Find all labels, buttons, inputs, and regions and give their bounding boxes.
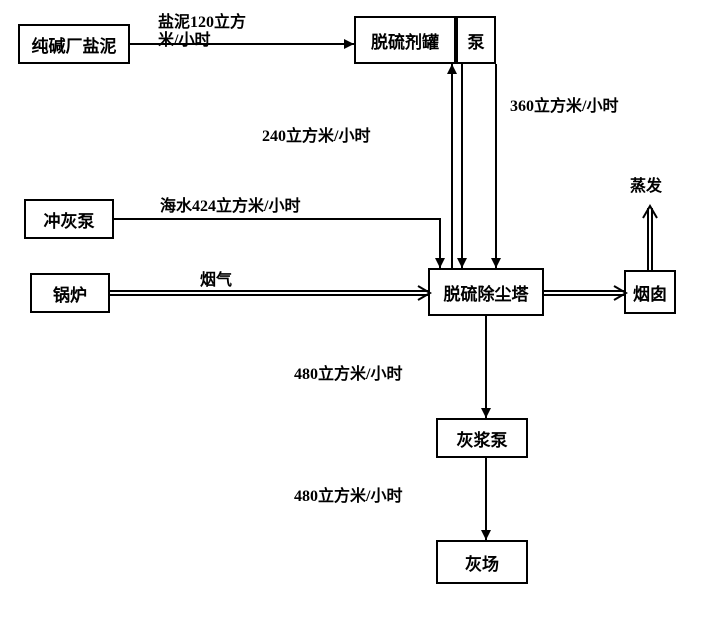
label-text: 360立方米/小时 <box>510 98 618 115</box>
label-text: 蒸发 <box>630 178 662 195</box>
node-pump: 泵 <box>456 16 496 64</box>
node-ash-yard: 灰场 <box>436 540 528 584</box>
label-text: 盐泥120立方 <box>158 14 246 31</box>
label-evap: 蒸发 <box>630 172 662 196</box>
node-desulf-tank: 脱硫剂罐 <box>354 16 456 64</box>
node-label: 脱硫除尘塔 <box>444 280 529 305</box>
node-boiler: 锅炉 <box>30 273 110 313</box>
node-label: 烟囱 <box>633 280 667 305</box>
node-label: 泵 <box>468 28 485 53</box>
node-label: 纯碱厂盐泥 <box>32 32 117 57</box>
node-ash-pump: 冲灰泵 <box>24 199 114 239</box>
label-flue-gas: 烟气 <box>200 266 232 290</box>
node-label: 灰场 <box>465 550 499 575</box>
label-flow-360: 360立方米/小时 <box>510 92 618 116</box>
label-flow-480b: 480立方米/小时 <box>294 482 402 506</box>
label-flow-480a: 480立方米/小时 <box>294 360 402 384</box>
label-seawater: 海水424立方米/小时 <box>160 192 300 216</box>
label-text: 米/小时 <box>158 32 210 49</box>
label-text: 烟气 <box>200 272 232 289</box>
node-label: 脱硫剂罐 <box>371 28 439 53</box>
diagram-stage: 纯碱厂盐泥 脱硫剂罐 泵 冲灰泵 锅炉 脱硫除尘塔 烟囱 灰浆泵 灰场 盐泥12… <box>0 0 709 621</box>
label-flow-240: 240立方米/小时 <box>262 122 370 146</box>
node-tower: 脱硫除尘塔 <box>428 268 544 316</box>
edge-ashpump-tower <box>114 219 440 268</box>
label-text: 480立方米/小时 <box>294 488 402 505</box>
node-chimney: 烟囱 <box>624 270 676 314</box>
label-text: 240立方米/小时 <box>262 128 370 145</box>
label-text: 480立方米/小时 <box>294 366 402 383</box>
node-slurry-pump: 灰浆泵 <box>436 418 528 458</box>
node-soda-plant: 纯碱厂盐泥 <box>18 24 130 64</box>
node-label: 冲灰泵 <box>44 207 95 232</box>
node-label: 灰浆泵 <box>457 426 508 451</box>
edge-chimney-evap-arrowhead <box>643 206 657 218</box>
node-label: 锅炉 <box>53 281 87 306</box>
label-mud-flow: 盐泥120立方 米/小时 <box>158 14 246 50</box>
label-text: 海水424立方米/小时 <box>160 198 300 215</box>
